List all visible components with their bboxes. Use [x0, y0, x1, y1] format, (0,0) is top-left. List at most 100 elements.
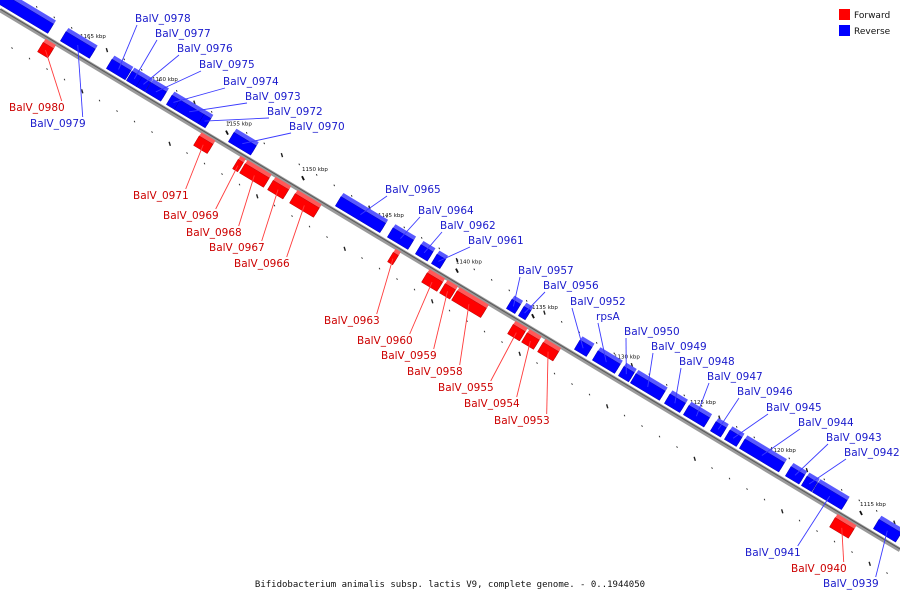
kbp-tick-label: 1160 kbp — [152, 77, 178, 83]
kbp-tick-mark — [225, 130, 229, 136]
gene-block-top — [13, 0, 56, 24]
gene-label-BalV_0944[interactable]: BalV_0944 — [798, 417, 854, 429]
gene-block-BalV_0971[interactable] — [193, 132, 216, 154]
kbp-tick-label: 1125 kbp — [690, 400, 716, 406]
gene-label-BalV_0980[interactable]: BalV_0980 — [9, 102, 65, 114]
gene-label-BalV_0972[interactable]: BalV_0972 — [267, 106, 323, 118]
legend-forward-label: Forward — [854, 11, 890, 21]
gene-label-BalV_0954[interactable]: BalV_0954 — [464, 398, 520, 410]
gene-label-BalV_0958[interactable]: BalV_0958 — [407, 366, 463, 378]
gene-block-BalV_0960[interactable] — [421, 269, 446, 292]
gene-block-BalV_0957[interactable] — [505, 295, 524, 315]
gene-block-BalV_0969[interactable] — [232, 155, 246, 173]
gene-label-BalV_0952[interactable]: BalV_0952 — [570, 296, 626, 308]
legend: Forward Reverse — [839, 9, 891, 37]
leader-line — [286, 205, 305, 258]
gene-label-BalV_0970[interactable]: BalV_0970 — [289, 121, 345, 133]
gene-block-BalV_0950[interactable] — [617, 362, 637, 383]
gene-block-BalV_0967[interactable] — [267, 176, 292, 200]
gene-label-BalV_0977[interactable]: BalV_0977 — [155, 28, 211, 40]
gene-label-BalV_0939[interactable]: BalV_0939 — [823, 578, 879, 590]
gene-label-BalV_0979[interactable]: BalV_0979 — [30, 118, 86, 130]
gene-block-BalV_0944[interactable] — [738, 435, 787, 473]
gene-block-BalV_0979[interactable] — [59, 28, 98, 59]
scale-dot — [210, 110, 213, 113]
scale-dot — [53, 16, 56, 19]
gene-block-top — [543, 338, 562, 352]
gene-label-BalV_0974[interactable]: BalV_0974 — [223, 76, 279, 88]
gene-block-BalV_0954[interactable] — [521, 329, 542, 350]
gene-label-BalV_0960[interactable]: BalV_0960 — [357, 335, 413, 347]
gene-block-BalV_0964[interactable] — [386, 224, 417, 250]
gene-label-BalV_0976[interactable]: BalV_0976 — [177, 43, 233, 55]
scale-dot — [263, 142, 266, 145]
leader-line — [459, 304, 470, 366]
scale-dot — [858, 499, 861, 502]
gene-label-BalV_0959[interactable]: BalV_0959 — [381, 350, 437, 362]
gene-label-BalV_0965[interactable]: BalV_0965 — [385, 184, 441, 196]
scale-dot — [536, 362, 538, 365]
leader-line — [512, 276, 521, 307]
kbp-tick-mark — [301, 175, 305, 181]
gene-label-BalV_0943[interactable]: BalV_0943 — [826, 432, 882, 444]
gene-label-BalV_0947[interactable]: BalV_0947 — [707, 371, 763, 383]
gene-block-BalV_0965[interactable] — [334, 193, 389, 234]
gene-label-BalV_0975[interactable]: BalV_0975 — [199, 59, 255, 71]
scale-dot — [623, 414, 626, 417]
backbone-line — [0, 8, 900, 552]
gene-block-BalV_0958[interactable] — [451, 287, 489, 318]
gene-label-BalV_0964[interactable]: BalV_0964 — [418, 205, 474, 217]
gene-block-BalV_0972[interactable] — [197, 110, 214, 129]
scale-dot — [291, 215, 293, 218]
gene-label-BalV_0949[interactable]: BalV_0949 — [651, 341, 707, 353]
gene-label-rpsA[interactable]: rpsA — [596, 311, 620, 323]
gene-label-BalV_0967[interactable]: BalV_0967 — [209, 242, 265, 254]
gene-label-BalV_0950[interactable]: BalV_0950 — [624, 326, 680, 338]
gene-label-BalV_0957[interactable]: BalV_0957 — [518, 265, 574, 277]
gene-label-BalV_0971[interactable]: BalV_0971 — [133, 190, 189, 202]
gene-block-BalV_0963[interactable] — [387, 248, 401, 266]
gene-block-BalV_0961[interactable] — [430, 250, 449, 270]
leader-line — [732, 413, 769, 439]
gene-block-BalV_0941[interactable] — [811, 479, 850, 510]
leader-line — [809, 458, 847, 485]
leader-line — [433, 291, 448, 350]
gene-block-BalV_0952[interactable] — [573, 336, 595, 357]
gene-label-BalV_0961[interactable]: BalV_0961 — [468, 235, 524, 247]
gene-label-BalV_0978[interactable]: BalV_0978 — [135, 13, 191, 25]
gene-block-BalV_0945[interactable] — [723, 426, 745, 447]
gene-label-BalV_0955[interactable]: BalV_0955 — [438, 382, 494, 394]
gene-label-BalV_0956[interactable]: BalV_0956 — [543, 280, 599, 292]
gene-label-BalV_0968[interactable]: BalV_0968 — [186, 227, 242, 239]
gene-label-BalV_0940[interactable]: BalV_0940 — [791, 563, 847, 575]
gene-block-front — [193, 135, 214, 154]
gene-label-BalV_0966[interactable]: BalV_0966 — [234, 258, 290, 270]
scale-dot — [693, 456, 696, 461]
gene-label-BalV_0948[interactable]: BalV_0948 — [679, 356, 735, 368]
scale-dot — [805, 467, 809, 473]
gene-block-BalV_0968[interactable] — [239, 160, 272, 188]
gene-block-offscreen[interactable] — [0, 0, 56, 34]
gene-label-BalV_0973[interactable]: BalV_0973 — [245, 91, 301, 103]
leader-line — [118, 24, 138, 70]
gene-label-BalV_0945[interactable]: BalV_0945 — [766, 402, 822, 414]
gene-block-top — [141, 73, 154, 83]
gene-block-BalV_0940[interactable] — [829, 514, 857, 539]
gene-label-BalV_0969[interactable]: BalV_0969 — [163, 210, 219, 222]
gene-label-BalV_0941[interactable]: BalV_0941 — [745, 547, 801, 559]
gene-label-BalV_0942[interactable]: BalV_0942 — [844, 447, 900, 459]
leader-line — [524, 291, 546, 314]
gene-block-BalV_0939[interactable] — [872, 515, 900, 543]
gene-label-BalV_0946[interactable]: BalV_0946 — [737, 386, 793, 398]
gene-block-BalV_0948[interactable] — [663, 390, 688, 413]
leader-line — [597, 322, 607, 363]
gene-label-BalV_0962[interactable]: BalV_0962 — [440, 220, 496, 232]
scale-dot — [430, 299, 434, 304]
gene-label-BalV_0953[interactable]: BalV_0953 — [494, 415, 550, 427]
gene-block-top — [445, 280, 458, 290]
gene-block-BalV_0947[interactable] — [682, 401, 713, 428]
scale-dot — [833, 540, 836, 543]
scale-dot — [396, 278, 398, 281]
gene-label-BalV_0963[interactable]: BalV_0963 — [324, 315, 380, 327]
leader-line — [238, 175, 255, 227]
